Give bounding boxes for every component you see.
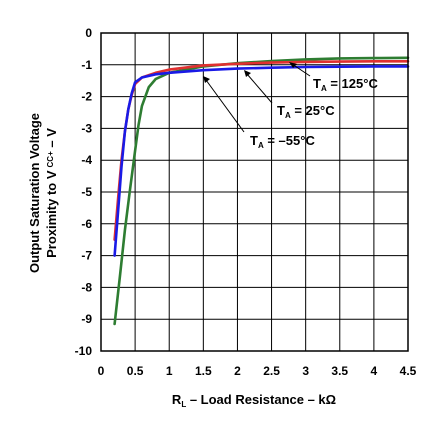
y-tick-label: 0 [85,26,92,40]
arrowhead-55c [203,76,210,83]
y-axis-title-line1: Output Saturation Voltage [27,113,42,273]
x-tick-label: 2 [234,364,241,378]
y-tick-label: -4 [81,153,92,167]
x-tick-label: 4 [371,364,378,378]
annotation-25c: TA = 25°C [277,103,335,120]
y-tick-label: -1 [81,58,92,72]
annotation-125c: TA = 125°C [313,76,378,93]
x-tick-label: 1.5 [195,364,212,378]
y-tick-label: -8 [81,280,92,294]
y-tick-label: -6 [81,217,92,231]
x-tick-label: 3.5 [331,364,348,378]
y-tick-label: -7 [81,249,92,263]
y-axis-title-line2: Proximity to VCC+ – V [44,128,59,258]
x-tick-label: 0 [98,364,105,378]
x-tick-label: 3 [302,364,309,378]
arrowhead-125c [289,62,297,68]
x-tick-label: 2.5 [263,364,280,378]
y-tick-label: -9 [81,312,92,326]
x-tick-label: 1 [166,364,173,378]
y-tick-label: -3 [81,121,92,135]
plot-frame [100,32,409,352]
y-tick-label: -2 [81,90,92,104]
annotation-55c: TA = –55°C [250,133,315,150]
x-tick-label: 0.5 [127,364,144,378]
series-lines [113,56,410,326]
y-tick-labels: 0 -1 -2 -3 -4 -5 -6 -7 -8 -9 -10 [75,26,93,358]
x-tick-label: 4.5 [400,364,417,378]
annotation-arrows [203,62,311,133]
x-tick-labels: 0 0.5 1 1.5 2 2.5 3 3.5 4 4.5 [98,364,417,378]
series-line-minus55c [113,65,410,257]
series-line-125c [113,56,410,326]
arrowhead-25c [244,70,251,77]
arrow-25c [246,73,273,104]
arrow-55c [205,79,245,133]
y-tick-label: -5 [81,185,92,199]
y-tick-label: -10 [75,344,93,358]
x-axis-title: RL – Load Resistance – kΩ [172,392,336,409]
